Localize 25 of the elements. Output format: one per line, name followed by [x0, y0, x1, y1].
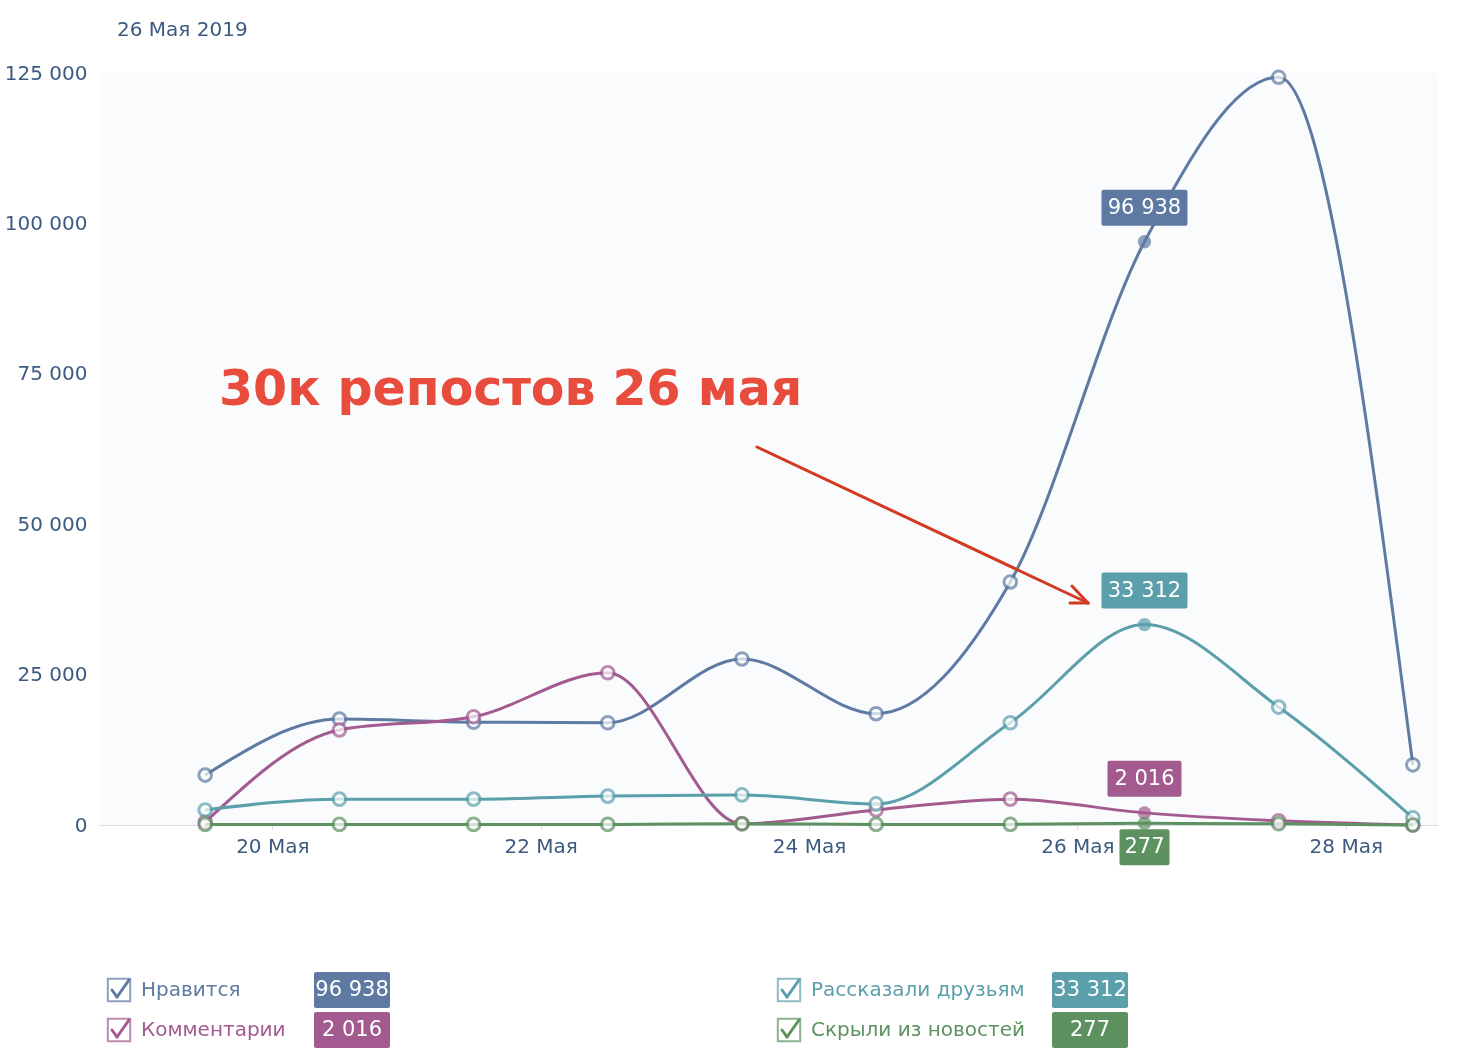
x-tick-label: 24 Мая: [772, 833, 847, 858]
chart-title: 26 Мая 2019: [117, 17, 248, 41]
text: 2 016: [321, 1017, 383, 1041]
text: 96 938: [315, 977, 389, 1001]
legend-label: Рассказали друзьям: [811, 977, 1025, 1001]
data-label: 33 312: [1107, 577, 1182, 602]
x-tick-label: 28 Мая: [1309, 833, 1383, 858]
y-tick-label: 125 000: [4, 60, 88, 85]
data-label: 2 016: [1114, 765, 1175, 790]
y-tick-label: 0: [74, 812, 88, 837]
x-tick-label: 22 Мая: [504, 833, 578, 858]
text: 33 312: [1053, 977, 1127, 1001]
legend-label: Комментарии: [141, 1017, 286, 1041]
y-tick-label: 25 000: [17, 662, 88, 687]
legend-label: Нравится: [141, 977, 241, 1001]
data-label: 96 938: [1107, 194, 1182, 219]
x-tick-label: 20 Мая: [236, 833, 310, 858]
annotation: 30к репостов 26 мая: [219, 360, 803, 417]
y-tick-label: 75 000: [17, 361, 88, 386]
text: 277: [1069, 1017, 1111, 1041]
x-tick-label: 26 Мая: [1041, 833, 1115, 858]
legend-label: Скрыли из новостей: [811, 1017, 1025, 1041]
y-tick-label: 50 000: [17, 511, 88, 536]
y-tick-label: 100 000: [4, 210, 88, 235]
data-label: 277: [1124, 834, 1165, 859]
